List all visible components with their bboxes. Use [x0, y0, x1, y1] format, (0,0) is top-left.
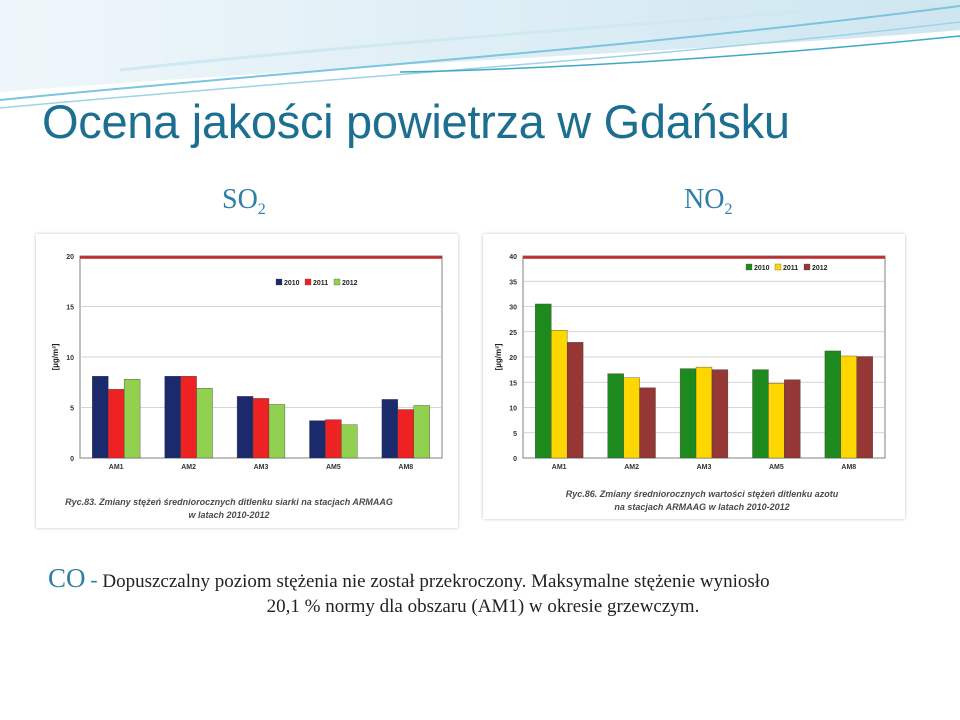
co-text-line2: 20,1 % normy dla obszaru (AM1) w okresie…: [266, 596, 700, 617]
no2-bar-am8-2012: [856, 356, 873, 459]
no2-legend-label-2012: 2012: [812, 265, 828, 272]
no2-bar-am5-2011: [768, 383, 785, 459]
no2-xtick-label: AM3: [697, 464, 712, 471]
so2-bar-am8-2010: [381, 399, 399, 459]
no2-xtick-label: AM2: [624, 464, 639, 471]
no2-figure: 0 5 10 15 20 25 30 35 40 [µg/m³] AM1 AM2 AM3 AM5 AM8 20…: [483, 234, 905, 519]
so2-label-sub: 2: [257, 201, 266, 218]
no2-ytick-label: 0: [513, 456, 517, 463]
no2-legend-label-2011: 2011: [783, 265, 798, 272]
so2-chart: 0 5 10 15 20 [µg/m³] AM1 AM2 AM3 AM5 AM8 2010 2011 20…: [51, 254, 443, 471]
so2-caption-line2: w latach 2010-2012: [188, 510, 270, 520]
no2-xtick-label: AM5: [769, 464, 784, 471]
so2-xtick-label: AM3: [254, 464, 269, 471]
no2-bar-am3-2010: [679, 368, 697, 459]
no2-ytick-label: 20: [509, 355, 517, 362]
no2-ytick-label: 25: [509, 330, 517, 337]
no2-bar-am1-2012: [566, 342, 584, 459]
so2-ytick-label: 20: [66, 254, 74, 261]
so2-bar-am8-2012: [413, 405, 430, 459]
no2-legend-swatch-2010: [745, 263, 753, 271]
no2-ytick-label: 35: [509, 279, 517, 286]
so2-ytick-label: 15: [66, 305, 74, 312]
no2-bar-am2-2010: [607, 373, 624, 459]
so2-bar-am2-2010: [164, 375, 181, 459]
no2-caption-line1: Ryc.86. Zmiany średniorocznych wartości …: [565, 489, 839, 499]
so2-bar-am1-2012: [123, 379, 141, 459]
no2-caption: Ryc.86. Zmiany średniorocznych wartości …: [491, 488, 913, 514]
so2-label-main: SO: [222, 184, 258, 215]
so2-ytick-label: 10: [66, 355, 74, 362]
co-dash: -: [90, 567, 98, 592]
so2-xtick-label: AM2: [181, 464, 196, 471]
no2-bar-am1-2010: [535, 303, 552, 459]
so2-ytick-label: 0: [70, 456, 74, 463]
no2-ylabel: [µg/m³]: [494, 343, 503, 370]
so2-caption: Ryc.83. Zmiany stężeń średniorocznych di…: [18, 496, 440, 522]
no2-bar-am2-2012: [639, 387, 656, 459]
no2-legend-swatch-2012: [803, 263, 811, 271]
no2-ytick-label: 5: [513, 431, 517, 438]
decorative-swoosh: [0, 0, 960, 109]
so2-legend-swatch-2010: [275, 278, 283, 286]
slide-title: Ocena jakości powietrza w Gdańsku: [42, 95, 790, 148]
so2-legend-swatch-2012: [333, 278, 341, 286]
co-label: CO: [48, 563, 86, 593]
so2-bar-am1-2010: [92, 375, 109, 459]
no2-bar-am3-2011: [695, 366, 713, 459]
so2-bar-am3-2011: [252, 398, 270, 459]
so2-legend-label-2010: 2010: [284, 280, 300, 287]
so2-xtick-label: AM5: [326, 464, 341, 471]
so2-legend-swatch-2011: [304, 278, 312, 286]
no2-bar-am5-2010: [752, 369, 769, 459]
no2-ytick-label: 10: [509, 406, 517, 413]
no2-ytick-label: 40: [509, 254, 517, 261]
so2-xtick-label: AM8: [398, 464, 413, 471]
no2-legend-swatch-2011: [774, 263, 782, 271]
no2-xtick-label: AM1: [552, 464, 567, 471]
no2-label-sub: 2: [724, 201, 733, 218]
no2-bar-am8-2011: [840, 355, 857, 459]
so2-bar-am1-2011: [108, 389, 125, 459]
no2-ytick-label: 30: [509, 305, 517, 312]
so2-ytick-label: 5: [70, 406, 74, 413]
co-text-line1: Dopuszczalny poziom stężenia nie został …: [102, 571, 770, 592]
no2-bar-am2-2011: [623, 377, 640, 459]
so2-bar-am2-2012: [196, 388, 213, 459]
so2-label: SO2: [222, 184, 266, 218]
so2-bar-am2-2011: [180, 375, 197, 459]
so2-ylabel: [µg/m³]: [51, 343, 60, 370]
so2-bar-am5-2010: [309, 420, 326, 459]
no2-caption-line2: na stacjach ARMAAG w latach 2010-2012: [614, 502, 790, 512]
co-paragraph: CO - Dopuszczalny poziom stężenia nie zo…: [48, 563, 928, 619]
so2-figure: 0 5 10 15 20 [µg/m³] AM1 AM2 AM3 AM5 AM8 2010 2011 20…: [36, 234, 458, 528]
so2-bar-am5-2011: [325, 419, 342, 459]
no2-label: NO2: [684, 184, 733, 218]
so2-bar-am3-2010: [236, 396, 254, 459]
no2-label-main: NO: [684, 184, 725, 215]
so2-caption-line1: Ryc.83. Zmiany stężeń średniorocznych di…: [65, 497, 393, 507]
so2-bar-am8-2011: [397, 409, 414, 459]
so2-bar-am5-2012: [341, 424, 358, 459]
no2-bar-am8-2010: [824, 350, 842, 459]
no2-bar-am5-2012: [784, 379, 801, 459]
so2-legend-label-2011: 2011: [313, 280, 328, 287]
so2-xtick-label: AM1: [109, 464, 124, 471]
no2-ytick-label: 15: [509, 380, 517, 387]
no2-bar-am3-2012: [711, 369, 729, 459]
so2-bar-am3-2012: [268, 404, 286, 459]
no2-xtick-label: AM8: [841, 464, 856, 471]
no2-bar-am1-2011: [551, 330, 568, 459]
no2-chart: 0 5 10 15 20 25 30 35 40 [µg/m³] AM1 AM2 AM3 AM5 AM8 20…: [494, 254, 886, 471]
so2-legend-label-2012: 2012: [342, 280, 358, 287]
no2-legend-label-2010: 2010: [754, 265, 770, 272]
